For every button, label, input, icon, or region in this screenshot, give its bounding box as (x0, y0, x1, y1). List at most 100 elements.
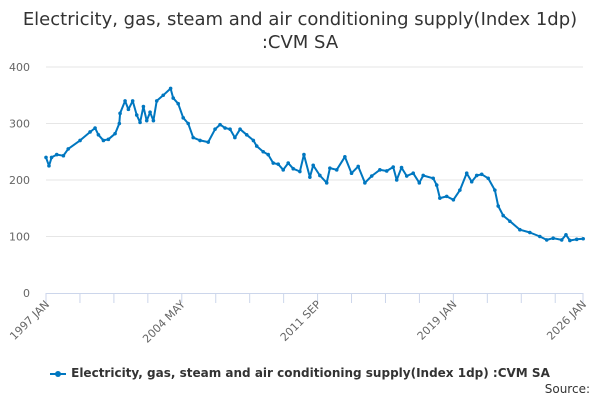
data-point (581, 236, 585, 241)
data-point (271, 161, 276, 165)
data-point (438, 196, 442, 200)
data-point (349, 171, 354, 176)
data-point (49, 155, 54, 160)
legend[interactable]: Electricity, gas, steam and air conditio… (0, 366, 600, 380)
y-tick-label: 300 (9, 118, 30, 131)
chart-title: Electricity, gas, steam and air conditio… (22, 9, 578, 53)
data-point (47, 164, 51, 168)
data-point (251, 138, 256, 143)
data-point (106, 137, 111, 142)
data-point (88, 130, 92, 134)
source-label: Source: (544, 382, 590, 396)
legend-label: Electricity, gas, steam and air conditio… (71, 366, 550, 380)
data-point (496, 204, 500, 208)
data-point (298, 169, 302, 174)
y-tick-label: 0 (23, 287, 30, 300)
data-point (266, 152, 271, 157)
data-point (261, 149, 266, 154)
data-point (559, 238, 564, 242)
data-point (126, 107, 131, 112)
data-point (93, 126, 97, 130)
data-point (141, 104, 146, 109)
data-point (302, 152, 306, 157)
data-point (574, 237, 579, 242)
data-point (154, 99, 159, 103)
data-point (464, 171, 469, 176)
data-point (223, 126, 227, 130)
data-point (228, 127, 232, 131)
data-point (118, 111, 122, 116)
data-point (130, 99, 135, 103)
data-point (238, 127, 242, 131)
data-point (538, 234, 542, 239)
x-tick-label: 2019 JAN (415, 298, 460, 343)
data-point (117, 121, 122, 126)
data-point (518, 227, 522, 232)
x-tick-label: 1997 JAN (7, 298, 52, 343)
data-point (479, 172, 484, 177)
data-point (394, 178, 399, 182)
data-point (334, 168, 339, 172)
data-point (254, 144, 259, 148)
y-tick-label: 100 (9, 231, 30, 244)
data-point (168, 86, 173, 91)
legend-swatch (50, 370, 67, 377)
data-point (96, 133, 101, 137)
data-point (551, 236, 555, 240)
data-point (144, 118, 149, 123)
data-point (474, 173, 479, 178)
data-point (213, 127, 217, 131)
x-tick-label: 2011 SEP (278, 298, 324, 344)
data-point (568, 238, 572, 243)
data-point (186, 121, 191, 126)
x-tick-label: 2004 MAY (140, 298, 188, 346)
data-point (171, 96, 176, 100)
data-point (501, 213, 505, 218)
data-point (101, 138, 106, 143)
data-point (328, 166, 332, 170)
data-point (384, 169, 389, 173)
data-point (138, 120, 142, 125)
data-point (123, 99, 127, 103)
x-tick-label: 2026 JAN (544, 298, 589, 343)
data-point (564, 233, 568, 237)
data-point (404, 174, 409, 178)
y-tick-label: 400 (9, 61, 30, 74)
data-point (431, 176, 435, 181)
data-point (206, 140, 211, 144)
data-point (378, 168, 382, 172)
data-point (148, 110, 152, 114)
data-point (411, 171, 415, 176)
data-point (161, 93, 166, 98)
data-point (54, 152, 59, 157)
data-point (176, 101, 181, 106)
data-point (356, 164, 361, 169)
data-point (134, 113, 139, 117)
data-point (311, 163, 316, 168)
data-point (421, 173, 425, 178)
data-point (469, 179, 474, 184)
data-point (528, 230, 532, 235)
data-point (399, 165, 404, 170)
data-point (493, 188, 497, 192)
data-point (417, 181, 422, 185)
data-point (363, 181, 367, 185)
data-point (451, 197, 456, 202)
data-point (291, 166, 296, 171)
data-point (286, 161, 291, 165)
data-point (44, 155, 48, 160)
data-point (244, 133, 249, 137)
data-point (369, 174, 374, 178)
data-point (308, 175, 312, 179)
data-point (324, 181, 329, 185)
data-point (343, 155, 347, 159)
data-point (61, 153, 66, 158)
data-point (318, 173, 322, 178)
data-point (78, 138, 82, 143)
data-point (486, 176, 490, 181)
data-point (444, 194, 449, 199)
data-point (544, 238, 549, 242)
data-point (434, 183, 439, 187)
data-point (508, 219, 512, 224)
